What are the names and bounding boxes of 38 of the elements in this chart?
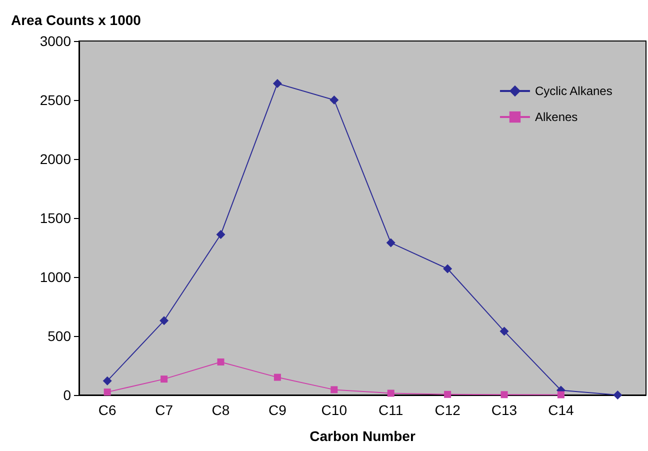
point	[443, 264, 452, 274]
x-axis-title: Carbon Number	[310, 428, 416, 444]
y-tick-label: 1500	[40, 210, 72, 226]
x-tick-label: C12	[434, 402, 461, 418]
point	[613, 390, 622, 400]
point	[104, 388, 111, 396]
point	[272, 78, 282, 88]
point	[160, 316, 169, 326]
x-tick-label: C11	[378, 402, 404, 418]
point	[102, 376, 112, 386]
point	[274, 374, 281, 381]
legend-label: Alkenes	[534, 110, 578, 124]
y-tick-label: 1000	[40, 269, 72, 285]
y-tick-label: 3000	[40, 33, 72, 49]
x-tick-label: C7	[155, 402, 174, 418]
x-tick-label: C13	[491, 402, 518, 418]
y-tick-label: 0	[63, 387, 72, 403]
point	[500, 391, 508, 398]
legend-label: Cyclic Alkanes	[534, 84, 612, 98]
x-tick-label: C6	[98, 402, 117, 418]
y-tick-label: 2000	[40, 151, 72, 167]
point	[557, 391, 564, 398]
x-tick-label: C10	[321, 402, 348, 418]
point	[444, 390, 452, 398]
point	[217, 358, 224, 366]
point	[500, 326, 509, 336]
point	[330, 96, 339, 104]
y-tick-label: 2500	[40, 92, 72, 108]
point	[216, 230, 226, 240]
point	[387, 390, 394, 397]
point	[386, 238, 396, 248]
point	[160, 376, 168, 383]
x-tick-label: C8	[212, 402, 230, 418]
y-axis-title: Area Counts x 1000	[11, 12, 142, 28]
x-tick-label: C9	[268, 402, 287, 418]
y-tick-label: 500	[48, 328, 72, 344]
x-tick-label: C14	[548, 402, 574, 418]
point	[330, 386, 338, 394]
